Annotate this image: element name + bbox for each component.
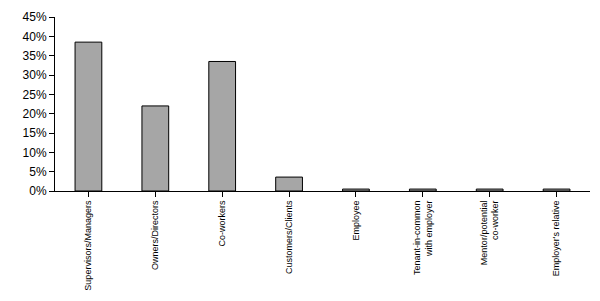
svg-text:Mentor/potentialco-worker: Mentor/potentialco-worker bbox=[479, 201, 501, 266]
svg-text:Supervisors/Managers: Supervisors/Managers bbox=[83, 200, 93, 291]
svg-text:Co-workers: Co-workers bbox=[217, 200, 227, 247]
svg-text:20%: 20% bbox=[23, 107, 47, 121]
svg-text:Tenant-in-commonwith employer: Tenant-in-commonwith employer bbox=[412, 201, 434, 276]
svg-text:45%: 45% bbox=[23, 10, 47, 24]
svg-text:35%: 35% bbox=[23, 49, 47, 63]
svg-text:Customers/Clients: Customers/Clients bbox=[284, 200, 294, 274]
svg-text:40%: 40% bbox=[23, 30, 47, 44]
svg-text:10%: 10% bbox=[23, 146, 47, 160]
svg-text:5%: 5% bbox=[29, 165, 47, 179]
svg-text:0%: 0% bbox=[29, 184, 47, 198]
svg-text:15%: 15% bbox=[23, 126, 47, 140]
svg-text:Employer's relative: Employer's relative bbox=[551, 201, 561, 277]
svg-text:Owners/Directors: Owners/Directors bbox=[150, 200, 160, 270]
svg-text:30%: 30% bbox=[23, 68, 47, 82]
svg-text:25%: 25% bbox=[23, 88, 47, 102]
svg-text:Employee: Employee bbox=[351, 201, 361, 241]
